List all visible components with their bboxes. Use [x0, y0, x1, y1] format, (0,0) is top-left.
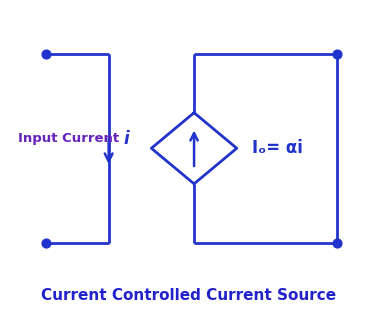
- Text: Iₒ= αi: Iₒ= αi: [251, 139, 302, 157]
- Point: [334, 51, 340, 56]
- Text: i: i: [124, 130, 129, 148]
- Point: [43, 51, 49, 56]
- Text: Input Current: Input Current: [18, 133, 119, 145]
- Text: Current Controlled Current Source: Current Controlled Current Source: [41, 288, 336, 303]
- Point: [43, 240, 49, 245]
- Point: [334, 240, 340, 245]
